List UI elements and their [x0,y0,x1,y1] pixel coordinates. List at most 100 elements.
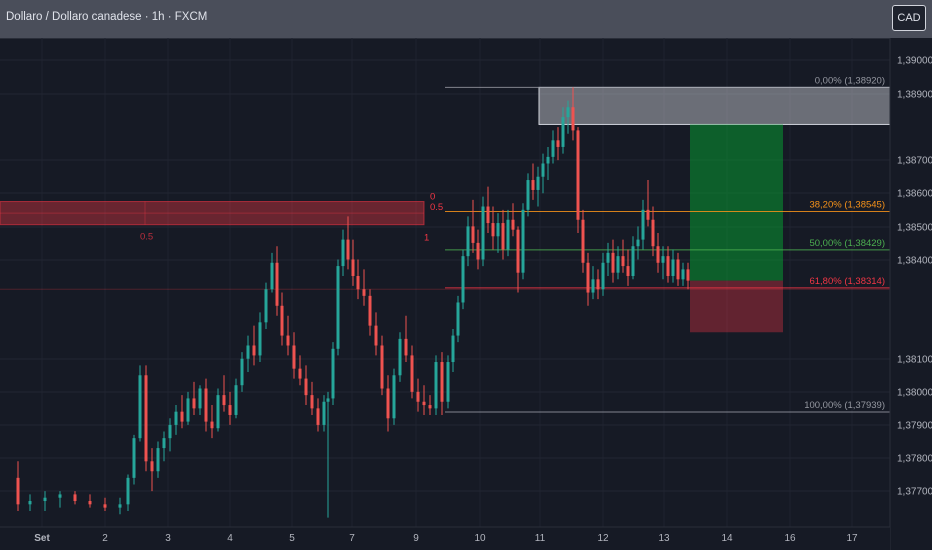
candle [451,328,455,372]
candle-body [531,180,535,190]
candle [103,497,107,511]
time-tick: 13 [658,533,670,544]
candle-body [671,259,675,276]
candle [174,405,178,435]
candle-body [118,504,122,508]
candle [316,398,320,432]
candle-body [491,223,495,237]
candle [264,282,268,329]
candle-body [28,501,32,505]
time-axis[interactable]: Set 2 3 4 5 7 9 10 11 12 13 14 16 17 [0,526,890,550]
candle-body [144,375,148,462]
candle [576,127,580,233]
zone-label-05: 0.5 [430,202,443,213]
candle [356,259,360,300]
symbol-title[interactable]: Dollaro / Dollaro canadese · 1h · FXCM [6,11,208,23]
candle [280,292,284,346]
candle [496,213,500,253]
candle-body [246,345,250,359]
candle [28,494,32,511]
candle [466,216,470,267]
candle [380,335,384,396]
candle [404,315,408,363]
candle-body [676,259,680,280]
candle [626,249,630,286]
candle [516,226,520,293]
candle-body [506,219,510,250]
candle [132,434,136,485]
candle-body [476,242,480,260]
candle-body [641,209,645,240]
candle-body [656,246,660,263]
candle [506,209,510,257]
candle [606,242,610,276]
candle-body [234,385,238,415]
price-tick: 1,37800 [897,454,932,465]
candle-body [275,262,279,306]
candle [571,87,575,141]
candle [118,497,122,515]
candle-body [551,140,555,157]
candle [222,375,226,412]
candle-body [286,335,290,346]
candle [126,474,130,511]
price-tick: 1,37700 [897,487,932,498]
candle-body [686,269,690,281]
candle-body [228,405,232,415]
candle [180,395,184,429]
candle-body [561,117,565,147]
candle-body [410,355,414,392]
candle [636,226,640,260]
candle-body [336,266,340,349]
time-tick: 3 [165,533,171,544]
candle [671,249,675,283]
candle-body [596,279,600,290]
currency-button[interactable]: CAD [892,5,926,31]
candle-body [240,358,244,386]
candle [681,262,685,286]
candle [581,209,585,273]
candle [586,252,590,306]
candle [666,246,670,283]
candle [204,378,208,432]
candle-body [356,275,360,290]
candle-body [252,345,256,356]
drawings[interactable]: 00.510.50,00% (1,38920)38,20% (1,38545)5… [0,75,891,413]
candle [651,206,655,257]
fib-level-label: 50,00% (1,38429) [809,238,885,249]
candle-body [571,107,575,131]
price-axis[interactable]: 1,39000 1,38900 1,38700 1,38600 1,38500 1,384… [889,38,932,550]
candle [186,391,190,425]
candle-body [636,239,640,247]
candle-body [451,335,455,363]
candle-body [521,209,525,273]
candle [641,199,645,250]
price-tick: 1,38500 [897,223,932,234]
price-tick: 1,38700 [897,156,932,167]
candle-body [471,226,475,243]
candle-body [210,421,214,429]
candle [156,441,160,478]
candle-body [616,256,620,273]
candle [240,352,244,392]
candle-body [586,262,590,293]
candle-body [292,345,296,369]
candle [551,130,555,164]
candle [73,491,77,505]
time-tick: 4 [227,533,233,544]
candle-body [204,388,208,422]
time-tick: 7 [349,533,355,544]
time-tick: 17 [846,533,858,544]
candle [501,209,505,260]
candle [686,262,690,290]
time-tick: 11 [535,533,546,544]
candles [16,87,690,518]
candle [150,448,154,492]
time-tick: 5 [289,533,295,544]
candle [428,395,432,415]
time-tick: 12 [597,533,609,544]
candle-body [501,223,505,250]
time-tick: 2 [102,533,108,544]
fib-level-label: 61,80% (1,38314) [809,276,885,287]
